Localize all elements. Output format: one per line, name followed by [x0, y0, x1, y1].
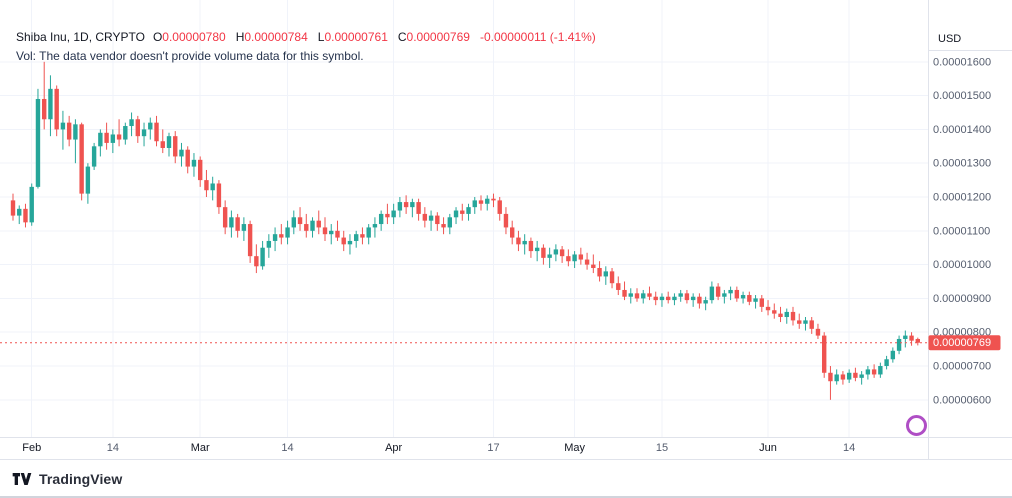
ohlc-open-value: 0.00000780: [162, 30, 226, 44]
svg-text:0.00000700: 0.00000700: [933, 361, 991, 373]
ohlc-close-key: C: [397, 30, 407, 44]
svg-text:USD: USD: [938, 33, 961, 45]
chart-legend: Shiba Inu, 1D, CRYPTO O0.00000780 H0.000…: [16, 30, 596, 63]
ohlc-high-key: H: [235, 30, 245, 44]
svg-text:0.00001100: 0.00001100: [933, 225, 990, 237]
svg-text:0.00001500: 0.00001500: [933, 90, 991, 102]
svg-text:Feb: Feb: [22, 442, 41, 454]
svg-text:Apr: Apr: [385, 442, 402, 454]
svg-text:Jun: Jun: [759, 442, 777, 454]
svg-text:0.00001000: 0.00001000: [933, 259, 991, 271]
tradingview-logo-icon[interactable]: [12, 472, 32, 486]
svg-text:0.00001300: 0.00001300: [933, 158, 991, 170]
ohlc-open: O0.00000780: [153, 30, 226, 44]
svg-text:17: 17: [487, 442, 499, 454]
svg-text:0.00001400: 0.00001400: [933, 124, 991, 136]
price-change: -0.00000011 (-1.41%): [479, 30, 596, 44]
svg-text:Mar: Mar: [191, 442, 210, 454]
symbol-title[interactable]: Shiba Inu, 1D, CRYPTO: [16, 30, 145, 44]
ohlc-high-value: 0.00000784: [244, 30, 308, 44]
ohlc-low: L0.00000761: [318, 30, 388, 44]
svg-text:0.00001200: 0.00001200: [933, 192, 991, 204]
svg-text:14: 14: [281, 442, 293, 454]
tradingview-brand-text[interactable]: TradingView: [39, 471, 123, 487]
ohlc-low-key: L: [317, 30, 325, 44]
svg-text:14: 14: [107, 442, 119, 454]
ohlc-open-key: O: [152, 30, 163, 44]
svg-text:0.00000600: 0.00000600: [933, 394, 991, 406]
footer-bar: TradingView: [12, 466, 122, 492]
ohlc-close: C0.00000769: [398, 30, 470, 44]
ohlc-low-value: 0.00000761: [324, 30, 388, 44]
ohlc-high: H0.00000784: [236, 30, 308, 44]
svg-text:15: 15: [656, 442, 668, 454]
volume-unavailable-message: Vol: The data vendor doesn't provide vol…: [16, 49, 364, 63]
svg-text:14: 14: [843, 442, 855, 454]
legend-row-ohlc: Shiba Inu, 1D, CRYPTO O0.00000780 H0.000…: [16, 30, 596, 44]
svg-text:May: May: [564, 442, 585, 454]
purple-circle-badge-icon: [906, 415, 927, 436]
svg-text:0.00001600: 0.00001600: [933, 56, 991, 68]
svg-text:0.00000769: 0.00000769: [933, 337, 991, 349]
svg-text:0.00000900: 0.00000900: [933, 293, 991, 305]
ohlc-close-value: 0.00000769: [406, 30, 470, 44]
